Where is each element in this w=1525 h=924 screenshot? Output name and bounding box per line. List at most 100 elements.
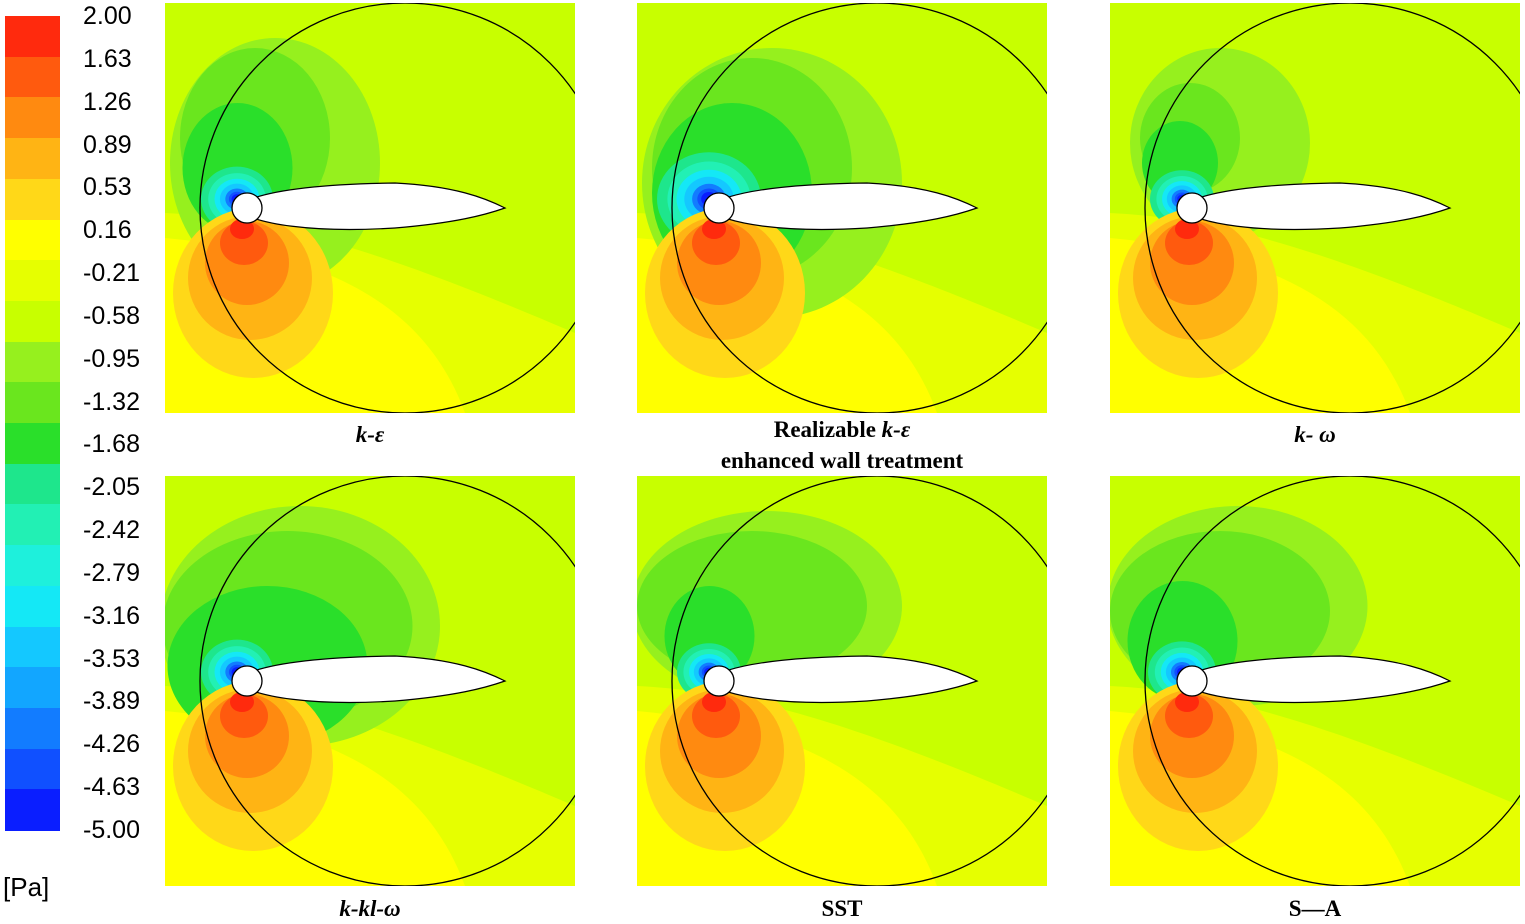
legend-swatch <box>5 138 60 180</box>
caption-text: k-ε <box>881 417 911 442</box>
legend-tick-label: -5.00 <box>83 816 140 844</box>
legend-tick-label: 1.26 <box>83 87 132 116</box>
contour-plot <box>1110 476 1520 886</box>
caption-k-epsilon: k-ε <box>165 419 575 450</box>
leading-edge-rotor <box>703 192 735 224</box>
legend-unit-label: [Pa] <box>3 872 50 902</box>
caption-text: k-ε <box>355 422 385 447</box>
contour-plot <box>637 476 1047 886</box>
airfoil-body <box>1177 182 1452 231</box>
contour-panel-k-omega <box>1110 3 1520 413</box>
stagnation-point <box>702 692 726 712</box>
stagnation-point <box>230 692 254 712</box>
legend-tick-label: 0.89 <box>83 130 132 159</box>
legend-tick-label: -1.32 <box>83 387 140 416</box>
domain-boundary-circle <box>199 476 575 886</box>
caption-sa: S—A <box>1110 893 1520 924</box>
airfoil-body <box>232 655 507 704</box>
caption-line: k-ε <box>165 419 575 450</box>
transition-region <box>637 213 1047 413</box>
legend-tick-label: 0.16 <box>83 216 132 245</box>
contour-panel-k-epsilon <box>165 3 575 413</box>
caption-sst: SST <box>637 893 1047 924</box>
caption-text: k- ω <box>1294 422 1336 447</box>
legend-swatch <box>5 16 60 58</box>
airfoil-body <box>704 182 979 231</box>
transition-region <box>165 686 575 886</box>
legend-swatch <box>5 626 60 668</box>
contour-plot <box>165 476 575 886</box>
legend-swatch <box>5 300 60 343</box>
legend-swatch <box>5 463 60 505</box>
caption-text: S—A <box>1288 896 1342 921</box>
legend-tick-label: -3.53 <box>83 644 140 673</box>
legend-tick-label: -4.26 <box>83 730 140 759</box>
legend-tick-label: -2.42 <box>83 516 140 545</box>
legend-swatch <box>5 545 60 587</box>
legend-swatch <box>5 707 60 750</box>
caption-k-omega: k- ω <box>1110 419 1520 450</box>
contour-plot <box>637 3 1047 413</box>
transition-region <box>1110 686 1520 886</box>
caption-text: k-kl-ω <box>339 896 401 921</box>
legend-tick-label: -0.58 <box>83 301 140 330</box>
legend-tick-label: -0.21 <box>83 259 140 288</box>
stagnation-point <box>1175 219 1199 239</box>
caption-line: k-kl-ω <box>165 893 575 924</box>
legend-swatch <box>5 789 60 831</box>
transition-region <box>637 686 1047 886</box>
contour-panel-realizable-k-epsilon <box>637 3 1047 413</box>
domain-boundary-circle <box>671 476 1047 886</box>
legend-swatch <box>5 667 60 709</box>
caption-line: SST <box>637 893 1047 924</box>
legend-swatch <box>5 97 60 139</box>
legend-swatch <box>5 382 60 424</box>
legend-swatch <box>5 748 60 790</box>
legend-tick-label: 1.63 <box>83 44 132 73</box>
legend-tick-label: -3.89 <box>83 687 140 716</box>
stagnation-point <box>1175 692 1199 712</box>
legend-swatch <box>5 178 60 221</box>
contour-panel-k-kl-omega <box>165 476 575 886</box>
caption-text: SST <box>821 896 863 921</box>
caption-k-kl-omega: k-kl-ω <box>165 893 575 924</box>
legend-swatch <box>5 504 60 546</box>
contour-plot <box>1110 3 1520 413</box>
legend-tick-label: -0.95 <box>83 344 140 373</box>
legend-tick-label: -1.68 <box>83 430 140 459</box>
caption-line: S—A <box>1110 893 1520 924</box>
leading-edge-rotor <box>703 665 735 697</box>
contour-panel-sa <box>1110 476 1520 886</box>
caption-line: enhanced wall treatment <box>720 448 964 473</box>
contour-panel-sst <box>637 476 1047 886</box>
leading-edge-rotor <box>231 192 263 224</box>
domain-boundary-circle <box>671 3 1047 413</box>
stagnation-point <box>230 219 254 239</box>
transition-region <box>1110 213 1520 413</box>
legend-swatch <box>5 219 60 261</box>
legend-tick-label: 0.53 <box>83 173 132 202</box>
airfoil-body <box>704 655 979 704</box>
leading-edge-rotor <box>1176 192 1208 224</box>
leading-edge-rotor <box>231 665 263 697</box>
contour-plot <box>165 3 575 413</box>
caption-realizable-k-epsilon: Realizable k-ε enhanced wall treatment <box>637 414 1047 476</box>
legend-swatch <box>5 423 60 465</box>
caption-line: k- ω <box>1110 419 1520 450</box>
stagnation-point <box>702 219 726 239</box>
caption-line: Realizable k-ε <box>637 414 1047 445</box>
legend-swatch <box>5 260 60 302</box>
legend-tick-label: -2.79 <box>83 558 140 587</box>
legend-tick-label: -3.16 <box>83 601 140 630</box>
legend-swatch <box>5 585 60 628</box>
domain-boundary-circle <box>199 3 575 413</box>
legend-tick-label: -4.63 <box>83 773 140 802</box>
airfoil-body <box>232 182 507 231</box>
legend-tick-label: 2.00 <box>83 2 132 30</box>
domain-boundary-circle <box>1144 476 1520 886</box>
legend-swatch <box>5 56 60 98</box>
legend-swatch <box>5 341 60 383</box>
leading-edge-rotor <box>1176 665 1208 697</box>
caption-text: Realizable <box>773 417 882 442</box>
legend-tick-label: -2.05 <box>83 473 140 502</box>
